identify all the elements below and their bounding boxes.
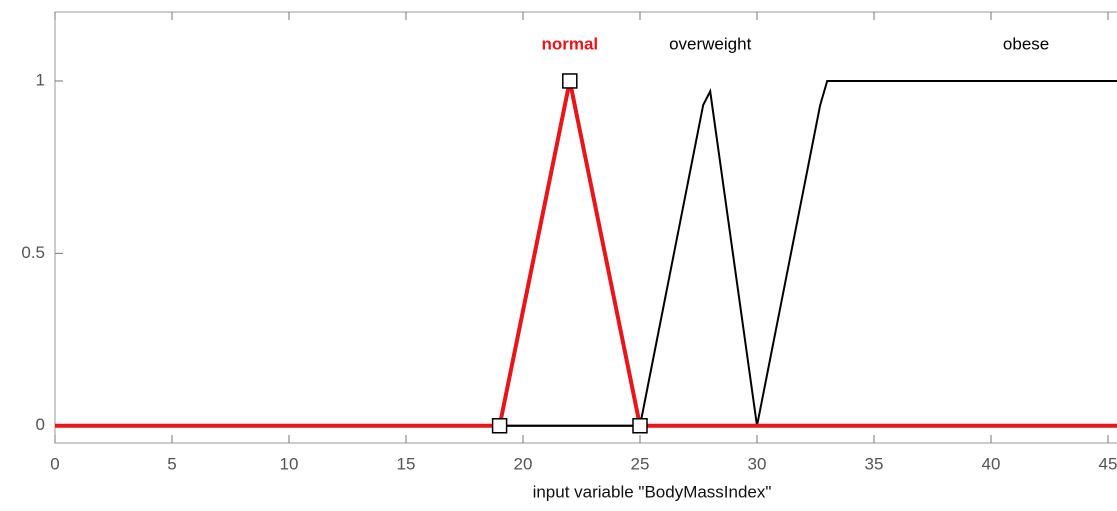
vertex-marker	[562, 73, 578, 89]
y-tick-label: 0.5	[21, 243, 45, 262]
x-tick-label: 10	[280, 454, 299, 473]
vertex-marker	[632, 418, 648, 434]
plot-frame	[54, 11, 1117, 444]
membership-line	[55, 80, 1117, 428]
x-axis-label: input variable "BodyMassIndex"	[533, 482, 772, 501]
x-tick-label: 5	[167, 454, 176, 473]
series-label: normal	[541, 34, 598, 53]
x-tick-label: 45	[1099, 454, 1117, 473]
y-tick-label: 1	[36, 70, 45, 89]
x-tick-label: 30	[748, 454, 767, 473]
x-tick-label: 25	[631, 454, 650, 473]
x-tick-label: 0	[50, 454, 59, 473]
series-label: obese	[1003, 34, 1049, 53]
x-tick-label: 20	[514, 454, 533, 473]
vertex-marker	[491, 418, 508, 434]
x-tick-label: 15	[397, 454, 416, 473]
membership-line	[55, 79, 1117, 427]
series-label: overweight	[669, 34, 751, 53]
x-tick-label: 35	[865, 454, 884, 473]
membership-line	[55, 88, 1117, 427]
x-tick-label: 40	[982, 454, 1001, 473]
y-tick-label: 0	[36, 415, 45, 434]
